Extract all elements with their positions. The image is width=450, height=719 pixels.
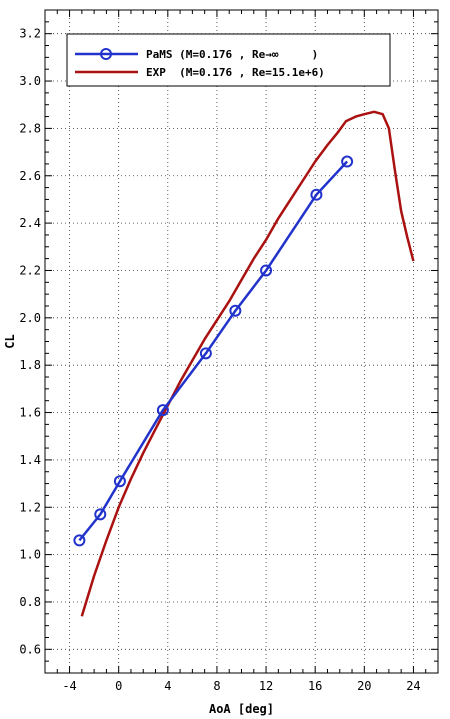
series-line-pams [78, 160, 349, 542]
y-tick-label: 2.8 [19, 121, 41, 135]
y-tick-label: 3.2 [19, 27, 41, 41]
x-tick-label: 4 [164, 679, 171, 693]
y-axis-label: CL [3, 334, 17, 348]
data-point-pams [310, 188, 323, 201]
y-tick-label: 0.8 [19, 595, 41, 609]
x-tick-label: 24 [406, 679, 420, 693]
data-point-pams [260, 264, 273, 277]
y-tick-label: 1.0 [19, 548, 41, 562]
legend-label-pams: PaMS (M=0.176 , Re→∞ ) [146, 48, 318, 61]
legend: PaMS (M=0.176 , Re→∞ ) EXP (M=0.176 , Re… [66, 33, 391, 87]
data-point-pams [113, 475, 126, 488]
y-tick-label: 2.2 [19, 263, 41, 277]
y-tick-label: 3.0 [19, 74, 41, 88]
data-point-pams [199, 347, 212, 360]
y-tick-label: 1.8 [19, 358, 41, 372]
y-tick-label: 2.0 [19, 311, 41, 325]
series-line-exp [80, 110, 415, 617]
y-tick-label: 1.4 [19, 453, 41, 467]
grid-lines [45, 10, 438, 673]
y-tick-label: 2.4 [19, 216, 41, 230]
legend-box [66, 33, 391, 87]
data-point-pams [73, 534, 86, 547]
x-tick-label: 16 [308, 679, 322, 693]
x-tick-label: -4 [62, 679, 76, 693]
data-point-pams [341, 155, 354, 168]
legend-marker-pams [100, 48, 112, 60]
data-point-pams [229, 304, 242, 317]
y-tick-label: 1.6 [19, 406, 41, 420]
x-tick-label: 8 [213, 679, 220, 693]
x-axis-label: AoA [deg] [209, 702, 274, 716]
y-tick-label: 0.6 [19, 642, 41, 656]
data-point-pams [94, 508, 107, 521]
y-tick-label: 1.2 [19, 500, 41, 514]
x-tick-label: 20 [357, 679, 371, 693]
data-point-pams [156, 404, 169, 417]
y-tick-label: 2.6 [19, 169, 41, 183]
axis-ticks [44, 9, 439, 674]
x-tick-label: 0 [115, 679, 122, 693]
x-tick-label: 12 [259, 679, 273, 693]
series-layer [73, 110, 415, 617]
tick-labels: -4 0 4 8 12 16 20 24 0.6 0.8 1.0 1.2 1.4 1.6 1.8 2.0 2.2… [19, 27, 420, 693]
legend-label-exp: EXP (M=0.176 , Re=15.1e+6) [146, 66, 325, 79]
